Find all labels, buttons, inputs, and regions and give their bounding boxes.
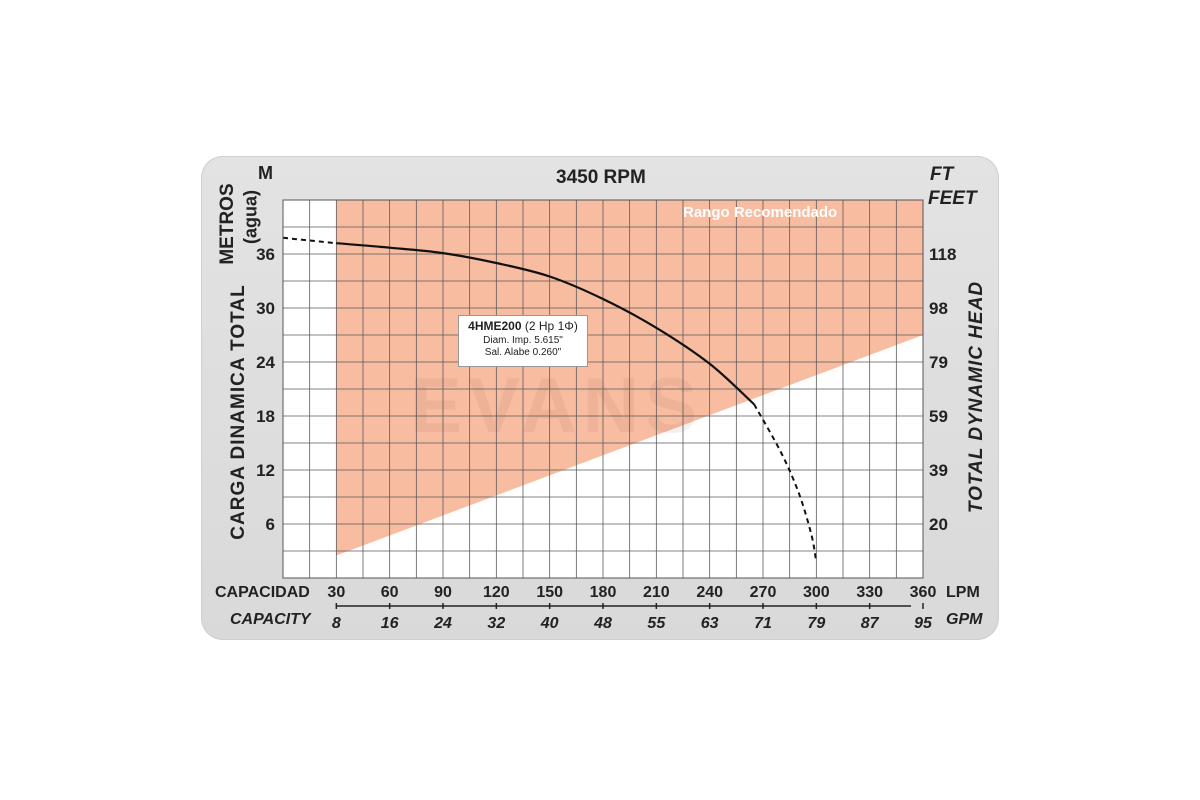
x-tick-label-lpm: 180: [590, 584, 617, 601]
y-label-carga-dinamica-total: CARGA DINAMICA TOTAL: [228, 284, 249, 540]
callout-impeller-diameter: Diam. Imp. 5.615": [483, 335, 563, 346]
performance-curve: [336, 242, 755, 406]
model-callout: 4HME200 (2 Hp 1Φ) Diam. Imp. 5.615" Sal.…: [458, 315, 588, 367]
x-tick-label-gpm: 79: [807, 615, 825, 632]
y-tick-label-left: 30: [256, 299, 275, 318]
y-label-metros: METROS: [217, 183, 238, 265]
y-tick-label-right: 20: [929, 515, 948, 534]
x-tick-label-lpm: 90: [434, 584, 452, 601]
x-tick-label-gpm: 24: [433, 615, 452, 632]
x-tick-label-gpm: 32: [487, 615, 505, 632]
x-label-capacidad: CAPACIDAD: [215, 584, 310, 601]
y-unit-right-ft: FT: [930, 164, 954, 185]
y-tick-label-left: 18: [256, 407, 275, 426]
y-tick-label-left: 6: [266, 515, 275, 534]
x-tick-label-lpm: 120: [483, 584, 510, 601]
y-tick-label-left: 12: [256, 461, 275, 480]
y-tick-label-right: 118: [929, 245, 956, 264]
y-label-agua: (agua): [240, 190, 261, 244]
x-tick-label-lpm: 60: [381, 584, 399, 601]
y-tick-label-left: 24: [256, 353, 275, 372]
y-ticks-left: 6 12 18 24 30 36: [256, 245, 275, 534]
callout-power: (2 Hp 1Φ): [524, 319, 578, 333]
y-tick-label-left: 36: [256, 245, 275, 264]
x-tick-label-gpm: 48: [593, 615, 612, 632]
y-label-total-dynamic-head: TOTAL DYNAMIC HEAD: [966, 280, 987, 514]
x-tick-label-gpm: 63: [701, 615, 719, 632]
x-tick-label-lpm: 210: [643, 584, 670, 601]
y-tick-label-right: 98: [929, 299, 948, 318]
y-unit-right-feet: FEET: [928, 188, 977, 209]
y-tick-label-right: 79: [929, 353, 948, 372]
curve-dashed-end: [753, 403, 818, 562]
recommended-range-label: Rango Recomendado: [683, 204, 838, 221]
chart-title: 3450 RPM: [556, 167, 646, 188]
x-tick-label-gpm: 55: [647, 615, 666, 632]
x-tick-label-lpm: 360: [910, 584, 937, 601]
x-tick-label-gpm: 8: [332, 615, 341, 632]
x-ticks-gpm: 8 16 24 32 40 48 55 63 71 79 87 95: [332, 603, 933, 632]
callout-vane-outlet: Sal. Alabe 0.260": [484, 347, 562, 358]
x-ticks-lpm: 30 60 90 120 150 180 210 240 270 300 330 360: [327, 584, 936, 601]
evans-watermark: EVANS: [410, 361, 703, 449]
x-label-capacity: CAPACITY: [230, 611, 312, 628]
x-tick-label-lpm: 150: [536, 584, 563, 601]
y-tick-label-right: 39: [929, 461, 948, 480]
grid-lines: [283, 200, 923, 578]
y-ticks-right: 20 39 59 79 98 118: [929, 245, 956, 534]
x-tick-label-lpm: 300: [803, 584, 830, 601]
x-tick-label-lpm: 330: [856, 584, 883, 601]
x-tick-label-gpm: 87: [861, 615, 880, 632]
x-tick-label-lpm: 30: [327, 584, 345, 601]
x-unit-lpm: LPM: [946, 584, 980, 601]
y-unit-left: M: [258, 163, 273, 183]
x-tick-label-lpm: 270: [750, 584, 777, 601]
callout-model: 4HME200: [468, 319, 522, 333]
x-tick-label-lpm: 240: [696, 584, 723, 601]
x-tick-label-gpm: 95: [914, 615, 933, 632]
y-tick-label-right: 59: [929, 407, 948, 426]
x-tick-label-gpm: 16: [381, 615, 399, 632]
x-tick-label-gpm: 40: [540, 615, 559, 632]
x-unit-gpm: GPM: [946, 611, 983, 628]
plot-area-border: [282, 199, 924, 579]
x-tick-label-gpm: 71: [754, 615, 772, 632]
